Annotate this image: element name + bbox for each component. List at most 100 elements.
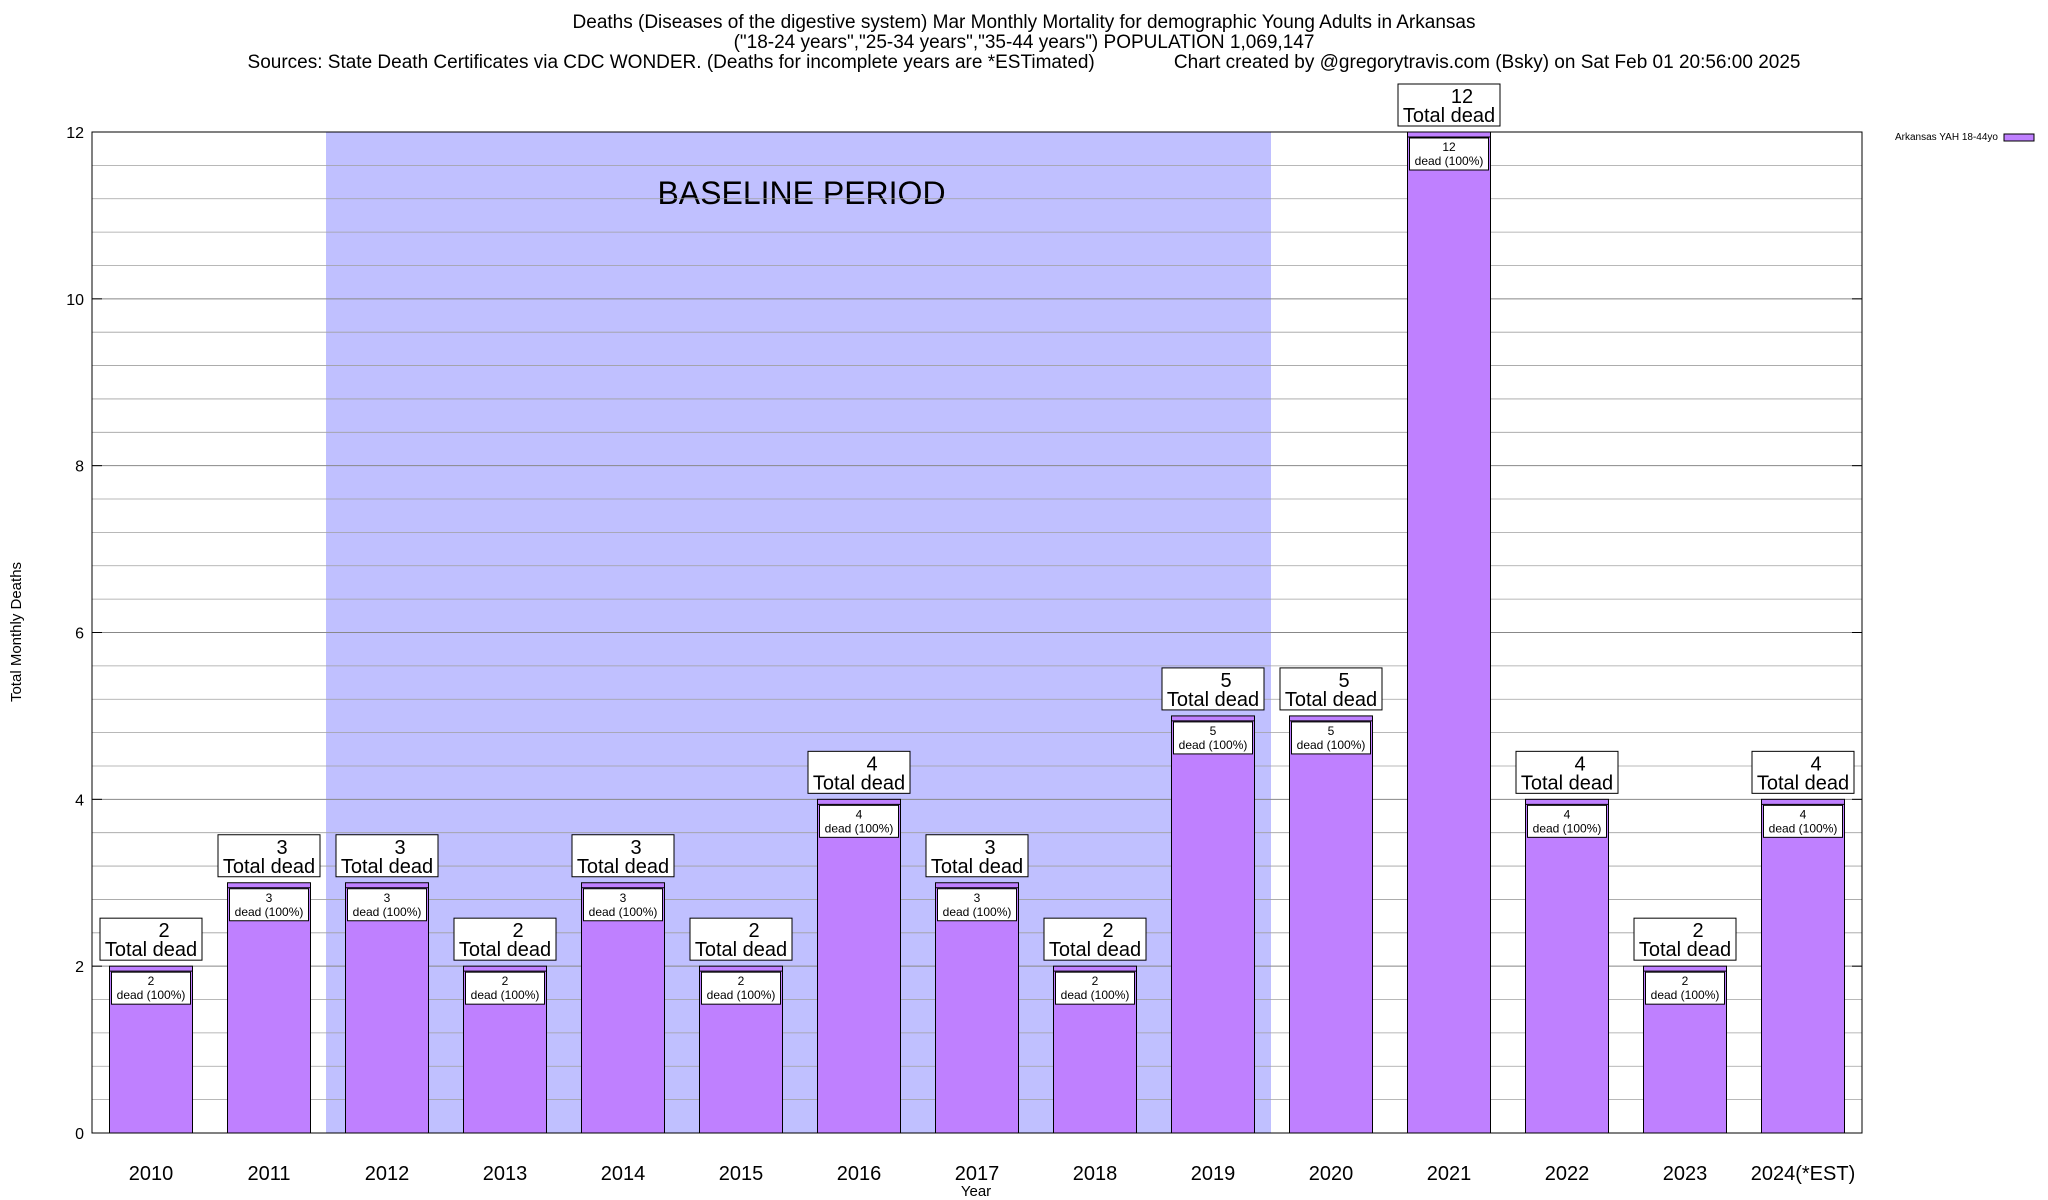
x-tick-label: 2021	[1427, 1163, 1472, 1185]
total-label-box	[689, 917, 793, 961]
total-label-box	[807, 750, 911, 794]
inner-label-value: 5	[1328, 724, 1335, 738]
inner-label-box	[583, 888, 663, 922]
x-tick-label: 2018	[1073, 1163, 1118, 1185]
total-label-box	[1161, 667, 1265, 711]
inner-label-suffix: dead (100%)	[1415, 154, 1484, 168]
total-label-value: 4	[1810, 753, 1821, 775]
inner-label-value: 3	[384, 891, 391, 905]
total-label-box	[925, 834, 1029, 878]
bar	[581, 882, 665, 1134]
inner-label-suffix: dead (100%)	[1061, 988, 1130, 1002]
total-label-value: 3	[394, 837, 405, 859]
inner-label-value: 2	[738, 974, 745, 988]
total-label-value: 4	[866, 753, 877, 775]
bar	[935, 882, 1019, 1134]
inner-label-box	[1409, 137, 1489, 171]
bar	[227, 882, 311, 1134]
total-label-value: 5	[1220, 670, 1231, 692]
inner-label-box	[465, 971, 545, 1005]
y-tick-label: 0	[75, 1126, 84, 1143]
chart-subtitle: ("18-24 years","25-34 years","35-44 year…	[733, 32, 1315, 53]
inner-label-value: 4	[1564, 807, 1571, 821]
inner-label-value: 5	[1210, 724, 1217, 738]
x-tick-label: 2014	[601, 1163, 646, 1185]
total-label-value: 5	[1338, 670, 1349, 692]
x-tick-label: 2020	[1309, 1163, 1354, 1185]
legend: Arkansas YAH 18-44yo	[1895, 132, 2035, 143]
y-tick-label: 2	[75, 959, 84, 976]
total-label-suffix: Total dead	[223, 856, 315, 878]
total-label-suffix: Total dead	[1285, 689, 1377, 711]
inner-label-suffix: dead (100%)	[943, 905, 1012, 919]
inner-label-value: 2	[502, 974, 509, 988]
x-tick-label: 2024(*EST)	[1751, 1163, 1856, 1185]
total-label-box	[453, 917, 557, 961]
inner-label-box	[347, 888, 427, 922]
inner-label-suffix: dead (100%)	[471, 988, 540, 1002]
total-label-suffix: Total dead	[1167, 689, 1259, 711]
x-tick-label: 2019	[1191, 1163, 1236, 1185]
bar	[1289, 715, 1373, 1134]
inner-label-box	[819, 804, 899, 838]
inner-label-suffix: dead (100%)	[1769, 821, 1838, 835]
total-label-box	[1633, 917, 1737, 961]
total-label-suffix: Total dead	[1521, 772, 1613, 794]
y-tick-label: 8	[75, 459, 84, 476]
total-label-value: 2	[158, 920, 169, 942]
total-label-value: 2	[512, 920, 523, 942]
inner-label-value: 2	[1092, 974, 1099, 988]
total-label-suffix: Total dead	[813, 772, 905, 794]
x-tick-label: 2022	[1545, 1163, 1590, 1185]
x-tick-label: 2011	[247, 1163, 290, 1185]
total-label-box	[571, 834, 675, 878]
bar	[817, 798, 901, 1134]
x-axis-title: Year	[961, 1183, 991, 1200]
baseline-period-label: BASELINE PERIOD	[657, 175, 945, 211]
total-label-suffix: Total dead	[341, 856, 433, 878]
chart-title: Deaths (Diseases of the digestive system…	[572, 12, 1476, 33]
bar	[1407, 131, 1491, 1134]
total-label-suffix: Total dead	[695, 939, 787, 961]
total-label-suffix: Total dead	[931, 856, 1023, 878]
total-label-box	[1043, 917, 1147, 961]
inner-label-box	[229, 888, 309, 922]
x-tick-label: 2012	[365, 1163, 410, 1185]
total-label-suffix: Total dead	[1757, 772, 1849, 794]
axis-layer: 0 2 4 6 8 10 12 Year Total Monthly Deaths 2010 201…	[8, 125, 1863, 1200]
inner-label-box	[1055, 971, 1135, 1005]
inner-label-value: 3	[620, 891, 627, 905]
inner-label-suffix: dead (100%)	[353, 905, 422, 919]
inner-label-box	[1763, 804, 1843, 838]
total-label-box	[1279, 667, 1383, 711]
inner-label-box	[1291, 721, 1371, 755]
y-tick-label: 6	[75, 626, 84, 643]
inner-label-value: 4	[1800, 807, 1807, 821]
y-axis-title: Total Monthly Deaths	[8, 562, 25, 702]
chart-source-line: Sources: State Death Certificates via CD…	[247, 52, 1801, 73]
inner-label-box	[701, 971, 781, 1005]
inner-label-value: 4	[856, 807, 863, 821]
total-label-box	[1751, 750, 1855, 794]
total-label-value: 2	[1102, 920, 1113, 942]
x-tick-label: 2017	[955, 1163, 1000, 1185]
x-tick-label: 2023	[1663, 1163, 1708, 1185]
inner-label-value: 12	[1442, 140, 1456, 154]
total-label-value: 4	[1574, 753, 1585, 775]
bar-layer	[109, 131, 1845, 1134]
inner-label-value: 2	[148, 974, 155, 988]
x-tick-label: 2010	[129, 1163, 174, 1185]
inner-label-box	[1527, 804, 1607, 838]
total-label-value: 2	[748, 920, 759, 942]
total-label-value: 3	[276, 837, 287, 859]
legend-label: Arkansas YAH 18-44yo	[1895, 132, 1998, 143]
total-label-suffix: Total dead	[105, 939, 197, 961]
inner-label-value: 3	[266, 891, 273, 905]
total-label-suffix: Total dead	[577, 856, 669, 878]
inner-label-suffix: dead (100%)	[235, 905, 304, 919]
inner-label-value: 2	[1682, 974, 1689, 988]
legend-swatch	[2003, 133, 2035, 142]
inner-label-box	[1645, 971, 1725, 1005]
